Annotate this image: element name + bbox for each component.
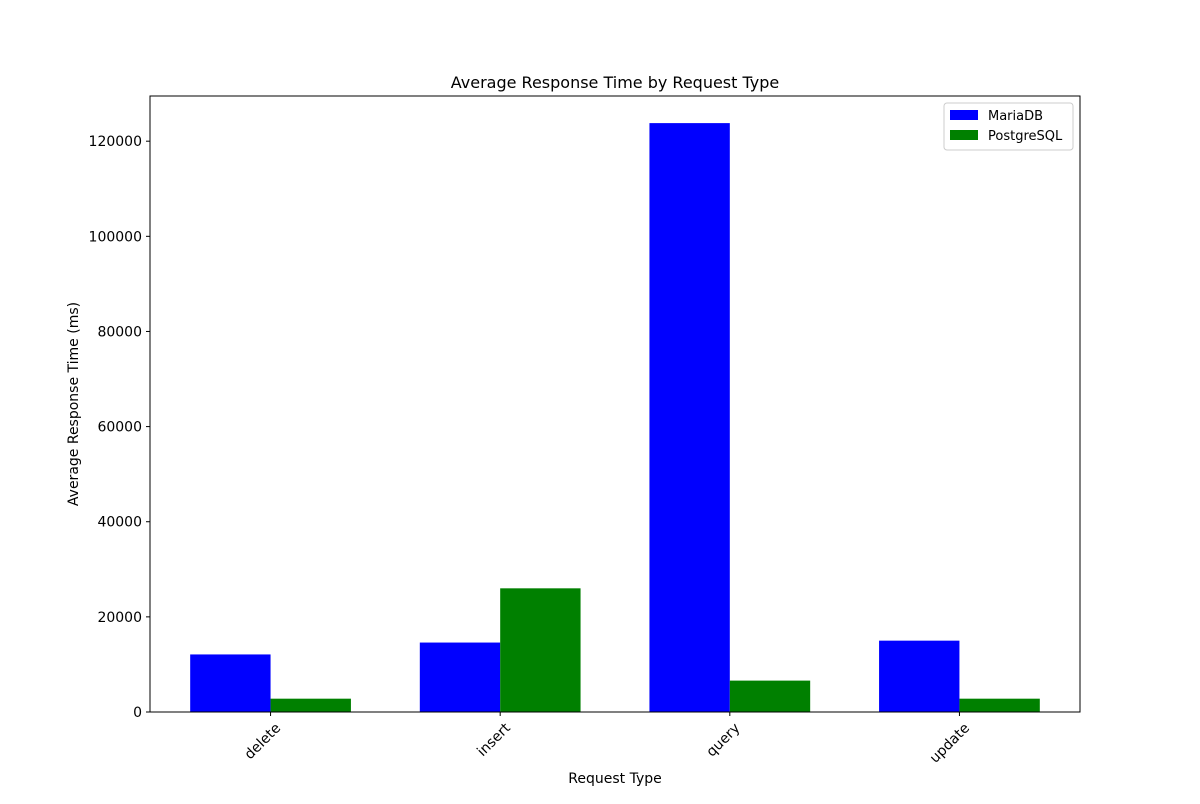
x-tick-label-query: query <box>704 720 744 760</box>
y-tick-label: 60000 <box>97 420 142 436</box>
bar-mariadb-query <box>649 123 730 713</box>
x-axis-title: Request Type <box>568 771 661 787</box>
x-tick-label-update: update <box>927 720 973 766</box>
legend-label-mariadb: MariaDB <box>988 109 1043 124</box>
bar-postgresql-delete <box>270 698 351 712</box>
legend: MariaDB PostgreSQL <box>943 102 1074 151</box>
x-tick-label-insert: insert <box>474 720 514 760</box>
bar-mariadb-insert <box>419 642 501 712</box>
y-tick-label: 0 <box>133 705 142 721</box>
y-tick-label: 20000 <box>97 610 142 626</box>
chart-title: Average Response Time by Request Type <box>451 73 780 92</box>
x-tick-label-delete: delete <box>242 720 285 763</box>
legend-swatch-mariadb <box>950 110 978 120</box>
bar-postgresql-insert <box>500 588 581 712</box>
legend-label-postgresql: PostgreSQL <box>988 129 1063 144</box>
bars-layer <box>190 123 1040 713</box>
bar-postgresql-update <box>959 698 1040 712</box>
y-tick-label: 100000 <box>89 229 142 245</box>
plot-frame <box>149 95 1081 713</box>
y-axis-title: Average Response Time (ms) <box>66 302 82 506</box>
legend-swatch-postgresql <box>950 130 978 140</box>
bar-mariadb-update <box>879 640 960 712</box>
y-tick-label: 40000 <box>97 515 142 531</box>
y-tick-label: 120000 <box>89 134 142 150</box>
bar-postgresql-query <box>729 680 811 712</box>
bar-mariadb-delete <box>190 654 271 712</box>
y-tick-label: 80000 <box>97 324 142 340</box>
